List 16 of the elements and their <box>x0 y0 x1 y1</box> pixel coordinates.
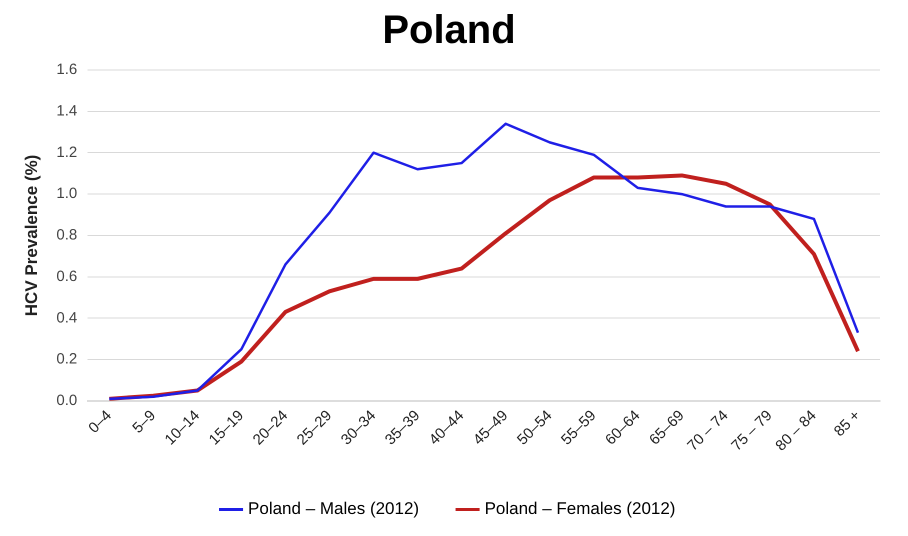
legend-label: Poland – Females (2012) <box>484 499 676 518</box>
y-tick-label: 1.4 <box>56 102 78 120</box>
y-tick-label: 1.0 <box>56 185 78 202</box>
y-tick-label: 0.4 <box>56 309 78 326</box>
x-tick-label: 5–9 <box>129 406 160 437</box>
x-tick-label: 85 + <box>830 406 864 440</box>
y-tick-label: 1.2 <box>56 144 78 161</box>
y-axis-title: HCV Prevalence (%) <box>22 154 41 316</box>
y-tick-label: 0.8 <box>56 226 78 244</box>
y-tick-label: 0.6 <box>56 268 78 285</box>
y-tick-label: 0.2 <box>56 350 78 368</box>
y-tick-label: 1.6 <box>56 61 78 78</box>
legend-label: Poland – Males (2012) <box>248 499 420 518</box>
chart-title: Poland <box>382 8 516 52</box>
y-tick-label: 0.0 <box>56 392 78 410</box>
x-tick-label: 0–4 <box>85 406 116 437</box>
